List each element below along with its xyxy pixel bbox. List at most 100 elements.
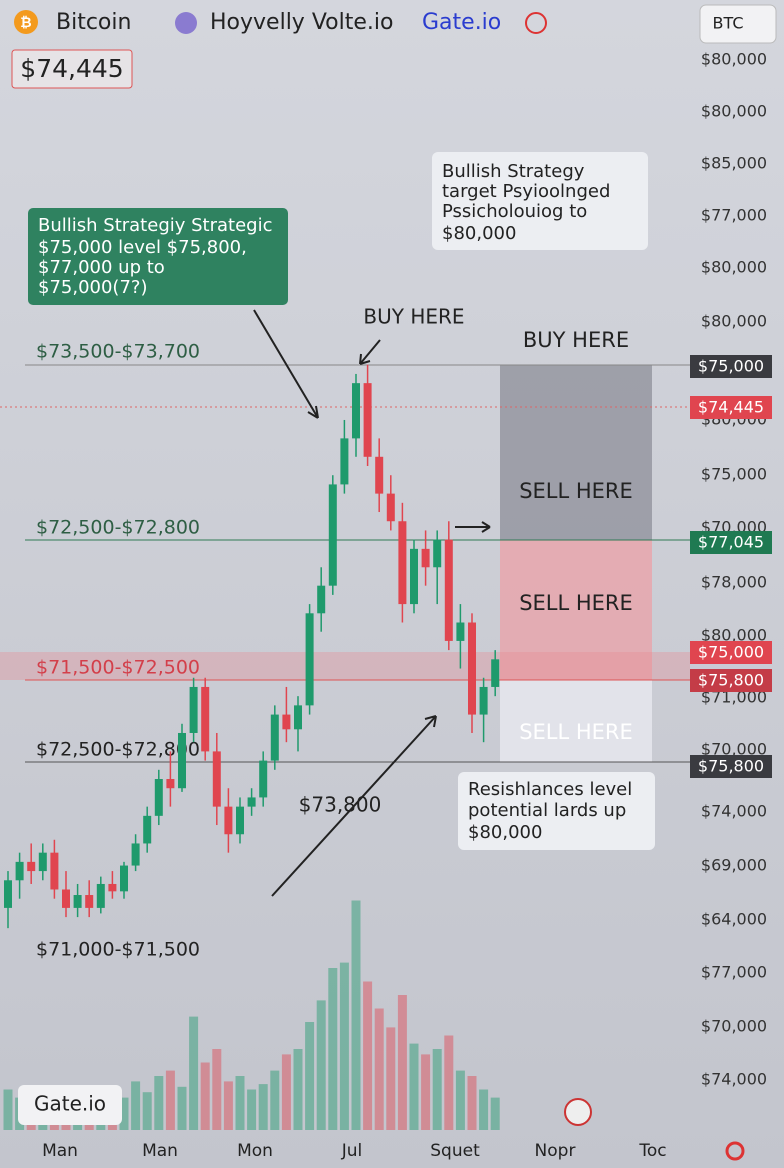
level-label: $73,500-$73,700 xyxy=(36,341,200,363)
level-label: $71,500-$72,500 xyxy=(36,657,200,679)
zone-label: SELL HERE xyxy=(519,479,633,503)
candle-body xyxy=(131,843,140,866)
candle-body xyxy=(38,852,47,872)
volume-bar xyxy=(142,1092,152,1130)
candle-body xyxy=(15,861,24,881)
volume-bar xyxy=(339,962,349,1130)
axis-label: $70,000 xyxy=(701,1017,767,1036)
candle-body xyxy=(294,705,302,730)
arrow xyxy=(359,339,381,365)
volume-bar xyxy=(200,1062,210,1130)
bitcoin-icon xyxy=(14,10,38,34)
candle-body xyxy=(468,622,476,715)
logo-icon[interactable] xyxy=(564,1098,592,1126)
level-label: $72,500-$72,800 xyxy=(36,739,200,761)
candle-body xyxy=(317,585,326,614)
candle-body xyxy=(386,493,395,522)
current-price: $74,445 xyxy=(20,54,123,83)
price-tag xyxy=(690,396,772,419)
volume-bar xyxy=(386,1027,396,1130)
candle-body xyxy=(201,686,210,752)
x-labels: Man Man Mon Jul Squet Nopr Toc xyxy=(42,1141,667,1161)
buy-zone xyxy=(500,365,652,540)
annotation-box xyxy=(432,152,648,250)
volume-bar xyxy=(235,1076,245,1130)
axis-label: $78,000 xyxy=(701,573,767,592)
zone-label: SELL HERE xyxy=(519,591,633,615)
price-tag xyxy=(690,641,772,664)
candle-body xyxy=(305,613,314,706)
candle-body xyxy=(62,889,70,908)
pair-label[interactable]: BTC xyxy=(713,14,744,33)
price-tags: $75,000 $74,445 $77,045 $75,000 $75,800 $75,8… xyxy=(690,355,772,778)
exchange-icon[interactable] xyxy=(525,12,547,34)
zone-label: BUY HERE xyxy=(523,328,629,352)
coin-name: Bitcoin xyxy=(56,10,131,35)
annotation-line: potential lards up xyxy=(468,800,626,821)
price-tag-label: $77,045 xyxy=(698,533,764,552)
annotation-line: $77,000 up to xyxy=(38,257,165,278)
volume-bar xyxy=(270,1070,280,1130)
axis-label: $77,000 xyxy=(701,206,767,225)
price-tag xyxy=(690,669,772,692)
volume-bar xyxy=(154,1076,164,1130)
price-box xyxy=(11,49,133,89)
axis-label: $85,000 xyxy=(701,154,767,173)
candle-body xyxy=(108,883,117,892)
volume-bar xyxy=(247,1089,257,1130)
price-tag-label: $74,445 xyxy=(698,398,764,417)
candle-body xyxy=(224,806,233,835)
candle-body xyxy=(444,539,453,641)
volume-bar xyxy=(351,900,361,1130)
candle-body xyxy=(375,456,384,494)
axis-label: $75,000 xyxy=(701,465,767,484)
candle-body xyxy=(421,548,430,568)
pair-button[interactable] xyxy=(699,4,777,44)
annotation-line: target Psyioolnged xyxy=(442,181,610,202)
arrow xyxy=(253,309,319,419)
annotation-line: Bullish Strategiy Strategic xyxy=(38,215,272,236)
annotation-text: Bullish Strategiy Strategic $75,000 leve… xyxy=(38,215,272,298)
arrow xyxy=(271,715,437,897)
volume-bar xyxy=(3,1089,13,1130)
candle-body xyxy=(398,521,407,605)
annotation-line: Pssicholouiog to xyxy=(442,201,587,222)
candle-body xyxy=(433,539,442,568)
candle-body xyxy=(189,686,198,733)
axis-label: $69,000 xyxy=(701,856,767,875)
volume-bar xyxy=(455,1070,465,1130)
axis-label: $80,000 xyxy=(701,312,767,331)
level-label: $71,000-$71,500 xyxy=(36,939,200,961)
price-tag xyxy=(690,755,772,778)
annotation-line: $80,000 xyxy=(442,223,516,244)
axis-label: $77,000 xyxy=(701,963,767,982)
annotation-line: Bullish Strategy xyxy=(442,161,585,182)
exchange-name[interactable]: Gate.io xyxy=(422,10,501,35)
volume-bar xyxy=(421,1054,431,1130)
candle-body xyxy=(212,751,221,807)
site-icon xyxy=(175,12,197,34)
site-name: Hoyvelly Volte.io xyxy=(210,10,393,35)
settings-icon[interactable] xyxy=(725,1141,745,1161)
x-label: Man xyxy=(42,1141,78,1161)
candle-body xyxy=(352,383,360,439)
candle-body xyxy=(120,865,128,892)
x-label: Nopr xyxy=(535,1141,576,1161)
volume-bar xyxy=(293,1049,303,1130)
bitcoin-glyph: ₿ xyxy=(20,15,31,31)
sell-zone-light xyxy=(500,680,652,762)
candle-body xyxy=(491,659,500,687)
volume-bar xyxy=(165,1070,175,1130)
x-label: Toc xyxy=(638,1141,666,1161)
candle-body xyxy=(4,880,12,908)
candle-body xyxy=(259,760,268,798)
axis-label: $80,000 xyxy=(701,102,767,121)
candle-body xyxy=(50,852,59,890)
level-label: $72,500-$72,800 xyxy=(36,517,200,539)
zone-labels: BUY HERE SELL HERE SELL HERE SELL HERE xyxy=(519,328,633,744)
price-note: $73,800 xyxy=(299,793,382,817)
level-labels: $73,500-$73,700 $72,500-$72,800 $71,500-… xyxy=(36,341,200,961)
volume-bar xyxy=(490,1097,500,1130)
